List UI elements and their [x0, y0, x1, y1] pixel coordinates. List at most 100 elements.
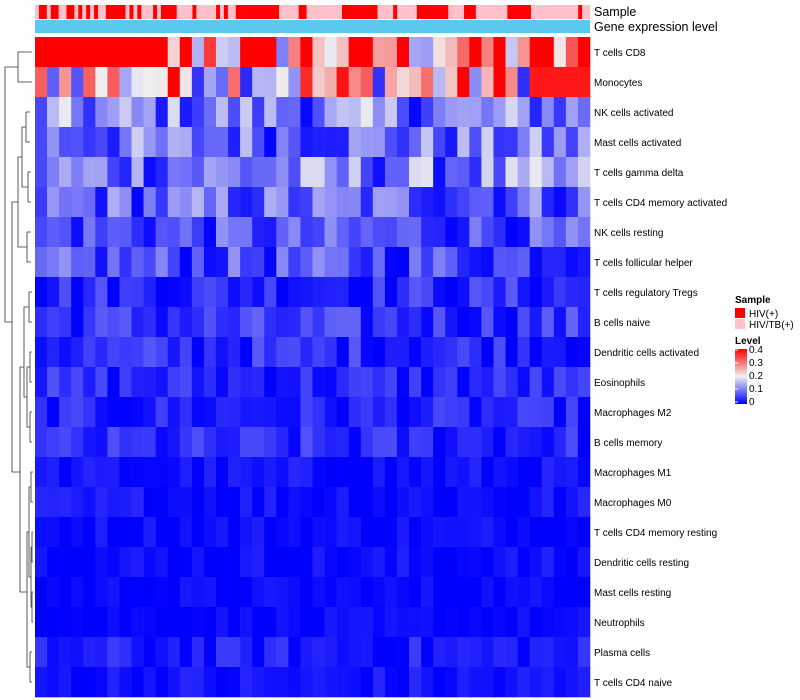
heatmap-cell	[529, 37, 543, 68]
heatmap-cell	[312, 607, 325, 638]
heatmap-cell	[95, 127, 108, 158]
heatmap-cell	[348, 247, 362, 278]
heatmap-cell	[203, 397, 217, 428]
heatmap-cell	[179, 637, 193, 668]
row-label: T cells CD4 memory activated	[594, 198, 727, 209]
heatmap-cell	[71, 577, 84, 608]
heatmap-cell	[252, 247, 265, 278]
heatmap-cell	[143, 37, 156, 68]
heatmap-cell	[35, 157, 48, 188]
heatmap-cell	[445, 97, 458, 128]
heatmap-cell	[553, 67, 567, 98]
heatmap-cell	[240, 397, 253, 428]
heatmap-cell	[167, 67, 181, 98]
heatmap-cell	[457, 247, 470, 278]
heatmap-cell	[336, 607, 349, 638]
heatmap-cell	[191, 607, 205, 638]
heatmap-cell	[119, 637, 132, 668]
heatmap-cell	[35, 397, 48, 428]
sample-annotation-cell	[424, 5, 429, 19]
heatmap-cell	[288, 37, 301, 68]
heatmap-cell	[372, 337, 386, 368]
heatmap-cell	[215, 577, 229, 608]
heatmap-cell	[288, 397, 301, 428]
heatmap-cell	[324, 247, 337, 278]
heatmap-cell	[191, 247, 205, 278]
sample-annotation-cell	[42, 5, 48, 19]
heatmap-cell	[107, 457, 120, 488]
sample-annotation-cell	[491, 5, 496, 19]
row-label: Macrophages M0	[594, 498, 672, 509]
heatmap-cell	[541, 67, 555, 98]
heatmap-cell	[517, 157, 530, 188]
heatmap-cell	[469, 517, 482, 548]
heatmap-cell	[565, 187, 579, 218]
sample-annotation-cell	[369, 5, 374, 19]
heatmap-cell	[469, 367, 482, 398]
heatmap-cell	[155, 427, 169, 458]
dendrogram-branch	[17, 156, 27, 248]
heatmap-cell	[131, 487, 144, 518]
heatmap-cell	[47, 337, 60, 368]
heatmap-cell	[360, 187, 374, 218]
heatmap-cell	[577, 607, 591, 638]
heatmap-cell	[541, 517, 555, 548]
heatmap-cell	[167, 307, 181, 338]
heatmap-cell	[409, 427, 422, 458]
heatmap-cell	[119, 427, 132, 458]
heatmap-cell	[553, 127, 567, 158]
sample-annotation-cell	[164, 5, 170, 19]
heatmap-cell	[469, 247, 482, 278]
heatmap-cell	[433, 97, 446, 128]
heatmap-cell	[409, 547, 422, 578]
heatmap-cell	[396, 517, 410, 548]
heatmap-cell	[565, 397, 579, 428]
heatmap-cell	[505, 397, 518, 428]
heatmap-cell	[469, 547, 482, 578]
heatmap-cell	[481, 487, 494, 518]
legend-tick-label: 0	[749, 397, 755, 408]
heatmap-cell	[529, 97, 543, 128]
heatmap-cell	[107, 607, 120, 638]
heatmap-cell	[95, 577, 108, 608]
heatmap-cell	[59, 487, 72, 518]
heatmap-cell	[421, 127, 434, 158]
heatmap-cell	[59, 127, 72, 158]
heatmap-cell	[59, 607, 72, 638]
heatmap-cell	[481, 157, 494, 188]
heatmap-cell	[553, 487, 567, 518]
heatmap-cell	[384, 217, 398, 248]
heatmap-cell	[324, 577, 337, 608]
heatmap-cell	[191, 667, 205, 698]
heatmap-cell	[469, 97, 482, 128]
heatmap-cell	[83, 67, 96, 98]
heatmap-cell	[300, 517, 313, 548]
heatmap-cell	[433, 397, 446, 428]
sample-annotation-cell	[345, 5, 351, 19]
heatmap-cell	[143, 367, 156, 398]
heatmap-cell	[71, 127, 84, 158]
heatmap-cell	[264, 37, 277, 68]
heatmap-cell	[191, 217, 205, 248]
heatmap-cell	[324, 187, 337, 218]
sample-annotation-cell	[558, 5, 563, 19]
heatmap-cell	[457, 67, 470, 98]
heatmap-cell	[119, 67, 132, 98]
heatmap-cell	[240, 457, 253, 488]
heatmap-cell	[469, 637, 482, 668]
heatmap-cell	[95, 187, 108, 218]
heatmap-cell	[71, 427, 84, 458]
heatmap-cell	[300, 67, 313, 98]
heatmap-cell	[324, 277, 337, 308]
heatmap-cell	[336, 397, 349, 428]
heatmap-cell	[565, 367, 579, 398]
heatmap-cell	[119, 37, 132, 68]
heatmap-cell	[384, 427, 398, 458]
heatmap-cell	[553, 367, 567, 398]
heatmap-cell	[565, 577, 579, 608]
heatmap-cell	[191, 97, 205, 128]
heatmap-cell	[541, 577, 555, 608]
heatmap-cell	[312, 187, 325, 218]
heatmap-cell	[191, 637, 205, 668]
heatmap-cell	[336, 367, 349, 398]
